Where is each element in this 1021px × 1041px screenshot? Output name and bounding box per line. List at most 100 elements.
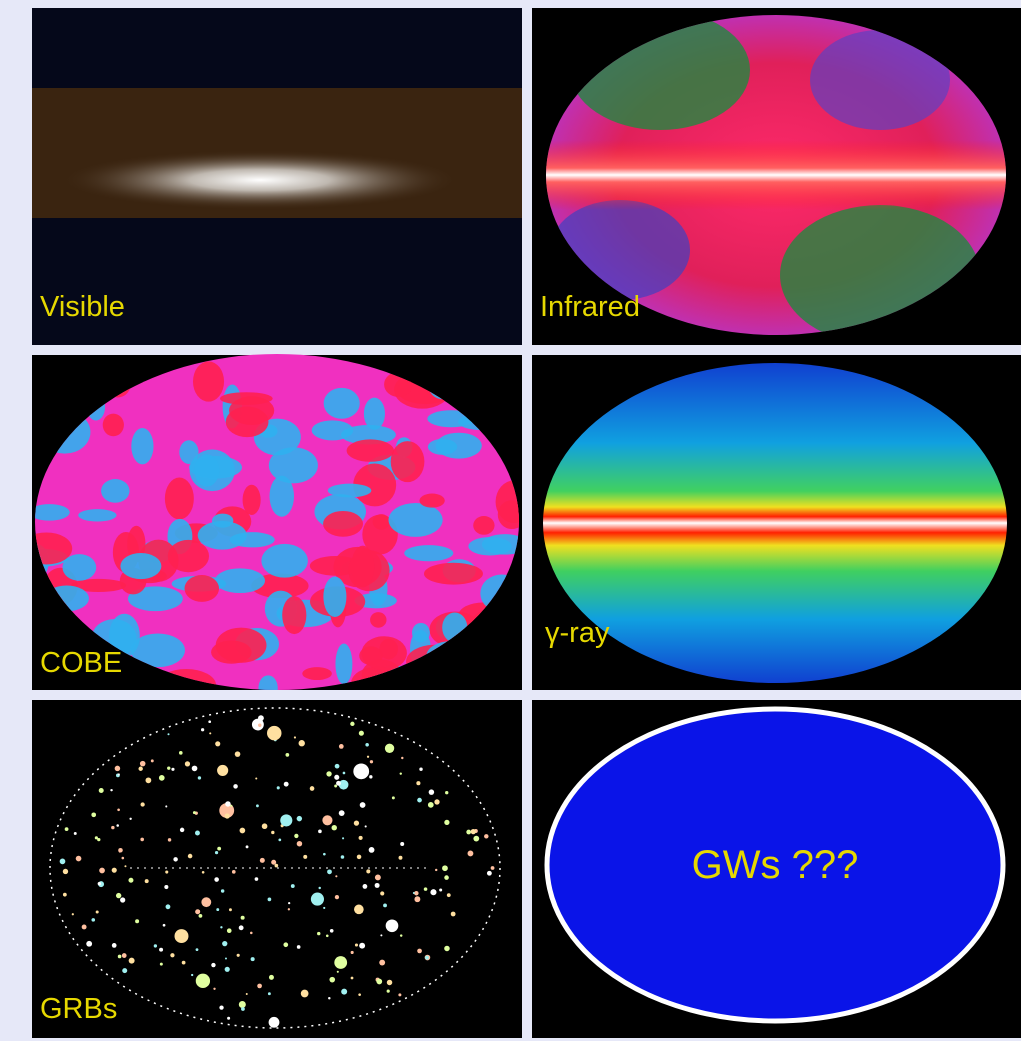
grb-dot [224, 957, 227, 960]
grb-dot [353, 763, 370, 780]
grb-dot [445, 791, 449, 795]
cobe-blob [423, 562, 483, 585]
grb-dot [258, 723, 262, 727]
grb-dot [216, 908, 220, 912]
grb-dot [310, 892, 324, 906]
cobe-blob [62, 554, 97, 581]
cobe-blob [404, 545, 454, 562]
cobe-blob [351, 545, 375, 588]
grb-dot [62, 868, 69, 875]
cobe-blob [354, 593, 397, 609]
cobe-blob [327, 483, 372, 498]
grb-dot [118, 850, 121, 853]
grb-dot [473, 835, 480, 842]
grb-dot [144, 879, 149, 884]
grb-dot [439, 888, 443, 892]
grb-dot [423, 887, 428, 891]
cobe-blob [184, 575, 220, 602]
cobe-blob [323, 387, 360, 419]
cobe-blob [78, 509, 117, 522]
cobe-blob [268, 447, 318, 484]
cobe-blob [335, 643, 353, 685]
grb-dot [128, 877, 134, 883]
grb-dot [187, 853, 193, 859]
grb-dot [236, 953, 240, 957]
grb-dot [399, 772, 402, 775]
grb-dot [366, 869, 371, 874]
grb-dot [245, 992, 248, 995]
cobe-blob [411, 622, 430, 643]
grb-dot [124, 865, 127, 868]
cobe-blob [242, 484, 261, 515]
grb-dot [283, 781, 289, 787]
grb-dot [117, 954, 122, 959]
grb-dot [191, 973, 194, 977]
cobe-blob [361, 636, 407, 671]
cobe-blob [323, 510, 363, 537]
grb-dot [359, 942, 366, 949]
grb-dot [328, 997, 331, 1000]
grb-dot [283, 942, 289, 948]
grb-dot [230, 804, 233, 807]
grb-dot [197, 776, 202, 780]
grb-dot [178, 751, 183, 755]
grb-dot [364, 825, 367, 828]
grb-dot [64, 827, 69, 832]
grb-dot [128, 957, 135, 964]
grb-dot [467, 850, 474, 857]
grb-dot [359, 802, 366, 808]
grb-dot [293, 736, 297, 739]
grb-dot [259, 857, 265, 863]
cobe-blob [164, 477, 194, 520]
grb-dot [354, 904, 364, 915]
grb-dot [222, 940, 228, 947]
grb-dot [250, 931, 253, 935]
grb-dot [341, 988, 348, 995]
grb-dot [191, 765, 198, 772]
cobe-blob [220, 392, 273, 405]
grb-dot [356, 854, 362, 860]
grb-dot [323, 852, 326, 856]
grb-dot [195, 830, 200, 836]
grb-dot [62, 892, 67, 897]
grb-dot [238, 1001, 246, 1009]
grb-dot [238, 925, 244, 931]
grb-dot [400, 842, 405, 847]
grb-dot [417, 948, 422, 954]
grb-dot [317, 931, 321, 936]
grb-dot [287, 908, 291, 911]
grb-dot [120, 897, 126, 903]
grb-dot [75, 855, 82, 862]
grb-dot [428, 789, 435, 795]
cobe-blob [167, 539, 210, 573]
grb-dot [150, 759, 154, 763]
grb-dot [354, 943, 359, 947]
grb-dot [267, 992, 271, 996]
grb-dot [158, 775, 165, 781]
cobe-blob [363, 397, 385, 430]
panel-label: COBE [40, 647, 122, 679]
grb-dot [376, 978, 383, 985]
grb-dot [444, 819, 450, 825]
grb-dot [398, 993, 402, 997]
grb-dot [117, 773, 120, 776]
cobe-blob [302, 667, 332, 681]
grb-dot [159, 947, 164, 952]
grb-dot [385, 919, 399, 933]
cobe-blob [120, 553, 162, 580]
grb-dot [73, 831, 77, 835]
gamma-map [543, 363, 1007, 683]
cobe-blob [427, 438, 458, 455]
grb-dot [290, 884, 295, 888]
grb-dot [201, 897, 212, 908]
grb-dot [81, 924, 87, 930]
cobe-blob [229, 532, 275, 548]
cobe-blob [346, 439, 394, 462]
grb-dot [327, 869, 332, 875]
grb-dot [165, 805, 168, 808]
cobe-blob [130, 633, 185, 668]
grb-dot [329, 976, 336, 983]
grb-dot [98, 787, 104, 793]
cobe-blob [225, 406, 269, 438]
